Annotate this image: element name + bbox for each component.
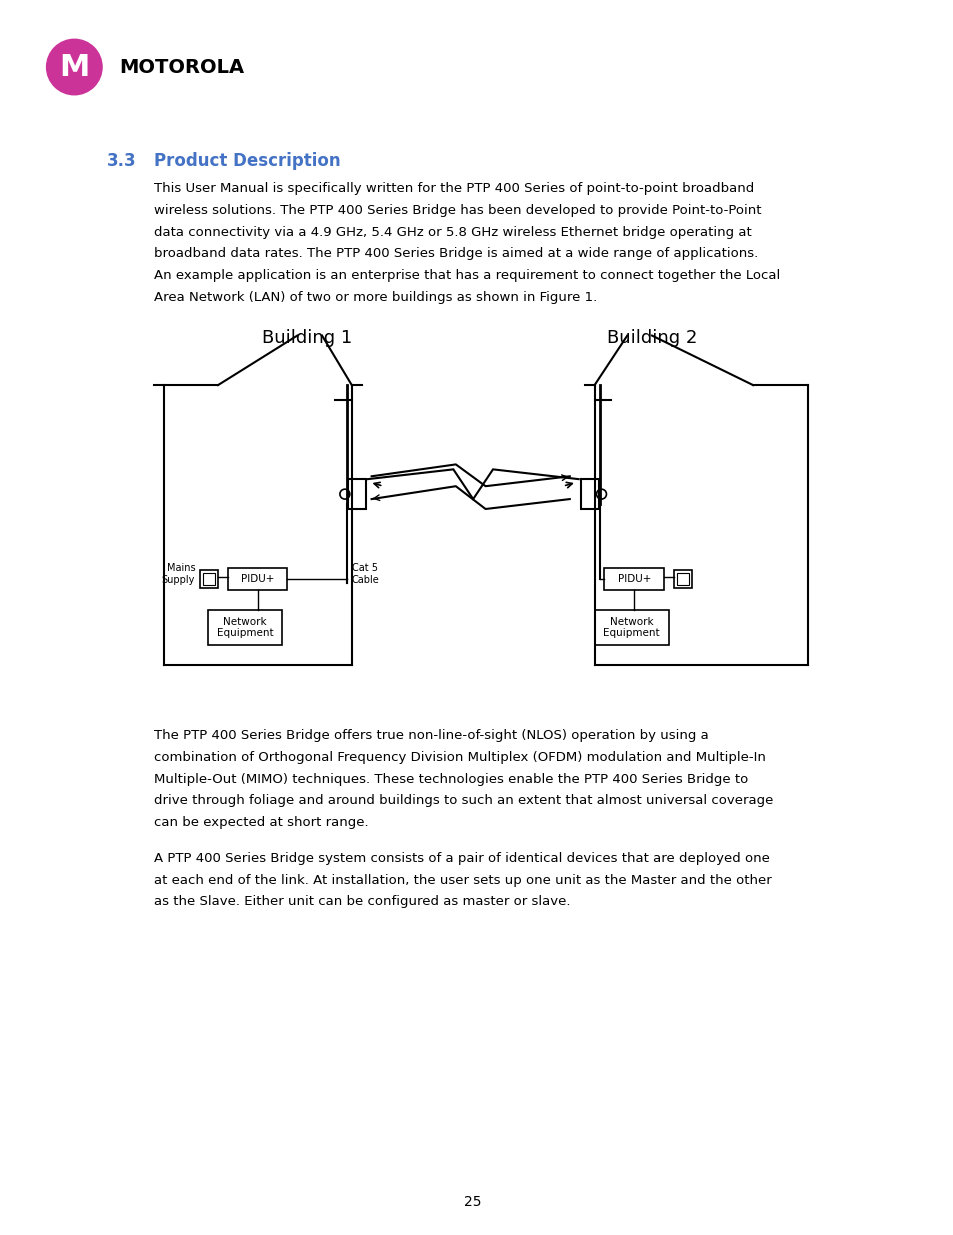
Text: broadband data rates. The PTP 400 Series Bridge is aimed at a wide range of appl: broadband data rates. The PTP 400 Series… [153, 247, 757, 261]
Text: PIDU+: PIDU+ [617, 574, 650, 584]
Text: The PTP 400 Series Bridge offers true non-line-of-sight (NLOS) operation by usin: The PTP 400 Series Bridge offers true no… [153, 729, 708, 742]
Text: Network
Equipment: Network Equipment [216, 616, 274, 638]
Text: drive through foliage and around buildings to such an extent that almost univers: drive through foliage and around buildin… [153, 794, 772, 808]
Text: wireless solutions. The PTP 400 Series Bridge has been developed to provide Poin: wireless solutions. The PTP 400 Series B… [153, 204, 760, 217]
Bar [208, 610, 282, 645]
Text: Area Network (LAN) of two or more buildings as shown in Figure 1.: Area Network (LAN) of two or more buildi… [153, 291, 597, 304]
Text: MOTOROLA: MOTOROLA [119, 58, 244, 77]
Text: A PTP 400 Series Bridge system consists of a pair of identical devices that are : A PTP 400 Series Bridge system consists … [153, 852, 769, 864]
Text: Building 2: Building 2 [606, 329, 697, 347]
Text: can be expected at short range.: can be expected at short range. [153, 816, 368, 829]
Text: Network
Equipment: Network Equipment [603, 616, 659, 638]
Text: Multiple-Out (MIMO) techniques. These technologies enable the PTP 400 Series Bri: Multiple-Out (MIMO) techniques. These te… [153, 773, 747, 785]
Text: This User Manual is specifically written for the PTP 400 Series of point-to-poin: This User Manual is specifically written… [153, 182, 753, 195]
Text: M: M [59, 53, 90, 82]
Text: PIDU+: PIDU+ [241, 574, 274, 584]
Bar [580, 479, 598, 509]
Bar [228, 568, 287, 590]
Text: at each end of the link. At installation, the user sets up one unit as the Maste: at each end of the link. At installation… [153, 873, 771, 887]
Text: 25: 25 [463, 1194, 481, 1209]
Text: Building 1: Building 1 [262, 329, 352, 347]
Bar [203, 573, 214, 585]
Text: Product Description: Product Description [153, 152, 340, 170]
Text: data connectivity via a 4.9 GHz, 5.4 GHz or 5.8 GHz wireless Ethernet bridge ope: data connectivity via a 4.9 GHz, 5.4 GHz… [153, 226, 751, 238]
Bar [348, 479, 365, 509]
Circle shape [47, 40, 102, 95]
Bar [594, 610, 668, 645]
Bar [676, 573, 688, 585]
Text: as the Slave. Either unit can be configured as master or slave.: as the Slave. Either unit can be configu… [153, 895, 570, 909]
Text: Mains
Supply: Mains Supply [162, 563, 195, 585]
Bar [200, 571, 218, 588]
Text: 3.3: 3.3 [107, 152, 136, 170]
Bar [604, 568, 663, 590]
Text: combination of Orthogonal Frequency Division Multiplex (OFDM) modulation and Mul: combination of Orthogonal Frequency Divi… [153, 751, 764, 763]
Text: An example application is an enterprise that has a requirement to connect togeth: An example application is an enterprise … [153, 269, 779, 282]
Text: Cat 5
Cable: Cat 5 Cable [352, 563, 379, 585]
Bar [673, 571, 691, 588]
